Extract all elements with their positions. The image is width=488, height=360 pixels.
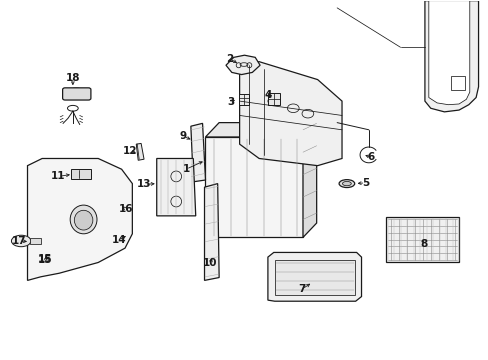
Polygon shape (238, 94, 249, 105)
Polygon shape (267, 252, 361, 301)
Polygon shape (136, 143, 144, 160)
Text: 15: 15 (38, 254, 53, 264)
Ellipse shape (66, 88, 86, 98)
FancyBboxPatch shape (71, 169, 91, 179)
Polygon shape (204, 184, 219, 280)
Text: 16: 16 (119, 204, 134, 215)
Ellipse shape (342, 181, 350, 186)
Ellipse shape (11, 235, 31, 247)
Polygon shape (424, 1, 478, 112)
Text: 13: 13 (137, 179, 151, 189)
Text: 14: 14 (111, 235, 126, 245)
Text: 9: 9 (180, 131, 187, 141)
Polygon shape (385, 217, 458, 262)
Polygon shape (239, 62, 341, 166)
Polygon shape (205, 137, 303, 237)
Polygon shape (428, 1, 469, 105)
Polygon shape (267, 93, 279, 105)
Ellipse shape (338, 180, 354, 188)
Text: 2: 2 (226, 54, 233, 64)
Polygon shape (157, 158, 195, 216)
Polygon shape (190, 123, 205, 182)
Polygon shape (274, 260, 354, 296)
Polygon shape (27, 158, 132, 280)
Text: 12: 12 (122, 146, 137, 156)
Ellipse shape (74, 210, 93, 230)
Text: 18: 18 (65, 73, 80, 83)
Polygon shape (225, 55, 260, 75)
Polygon shape (114, 198, 131, 210)
Text: 4: 4 (264, 90, 271, 100)
Text: 3: 3 (227, 97, 234, 107)
Polygon shape (205, 123, 316, 137)
Ellipse shape (70, 205, 97, 234)
Text: 10: 10 (203, 258, 217, 268)
Text: 5: 5 (361, 178, 368, 188)
Text: 8: 8 (420, 239, 427, 249)
Polygon shape (303, 123, 316, 237)
Text: 1: 1 (182, 164, 189, 174)
FancyBboxPatch shape (62, 88, 91, 100)
Text: 11: 11 (51, 171, 65, 181)
Text: 7: 7 (298, 284, 305, 294)
Bar (30, 238, 41, 244)
Text: 6: 6 (367, 152, 374, 162)
Text: 17: 17 (12, 236, 26, 246)
Text: 15: 15 (38, 255, 53, 265)
Bar (450, 76, 464, 90)
